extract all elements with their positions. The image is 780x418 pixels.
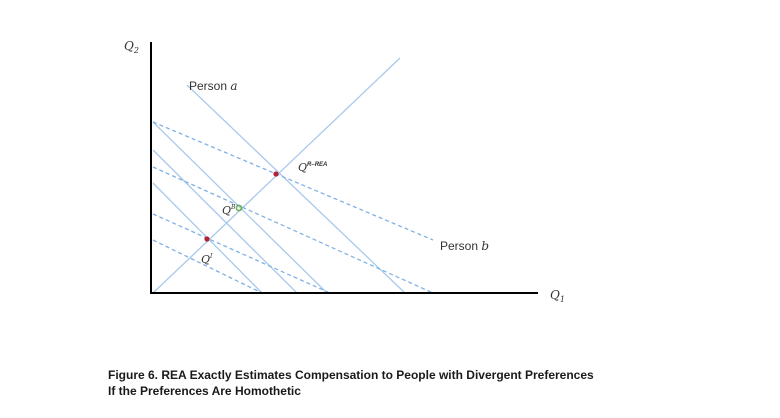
person-a-label-var: a: [230, 79, 237, 93]
budget-line-upper: [186, 84, 406, 294]
q-b-base: Q: [222, 204, 231, 217]
q-r-rea-base: Q: [298, 161, 307, 174]
person-b-label-var: b: [481, 239, 489, 253]
person-b-dashed-line-2: [152, 166, 434, 294]
person-a-label-prefix: Person: [189, 79, 230, 93]
q-i-label: QI: [201, 253, 213, 266]
caption-line-2: If the Preferences Are Homothetic: [108, 384, 301, 398]
q-r-rea-label: QR–REA: [298, 161, 327, 174]
y-axis-label-base: Q: [124, 39, 134, 53]
q-b-sup: B: [230, 204, 236, 211]
x-axis-label: Q1: [550, 288, 565, 304]
q-r-rea-sup: R–REA: [307, 162, 327, 168]
q-b-point: [235, 204, 243, 212]
budget-line-lower: [152, 149, 298, 294]
x-axis-label-base: Q: [550, 288, 560, 302]
person-b-dashed-line-4: [152, 239, 263, 294]
caption-line-1: Figure 6. REA Exactly Estimates Compensa…: [108, 368, 594, 382]
q-i-point: [204, 236, 210, 242]
y-axis-label: Q2: [124, 39, 139, 55]
figure-caption: Figure 6. REA Exactly Estimates Compensa…: [108, 367, 728, 399]
person-a-label: Person a: [189, 79, 238, 93]
y-axis-label-sub: 2: [133, 46, 139, 55]
q-i-sup: I: [209, 253, 213, 260]
person-b-dashed-line-1: [152, 121, 434, 241]
person-b-dashed-line-3: [152, 213, 331, 294]
q-b-label: QB: [222, 204, 236, 217]
person-b-label: Person b: [440, 239, 489, 253]
x-axis-label-sub: 1: [560, 295, 565, 304]
q-r-rea-point: [273, 171, 279, 177]
q-i-base: Q: [201, 253, 210, 266]
budget-line-middle: [152, 121, 328, 294]
person-b-label-prefix: Person: [440, 239, 481, 253]
